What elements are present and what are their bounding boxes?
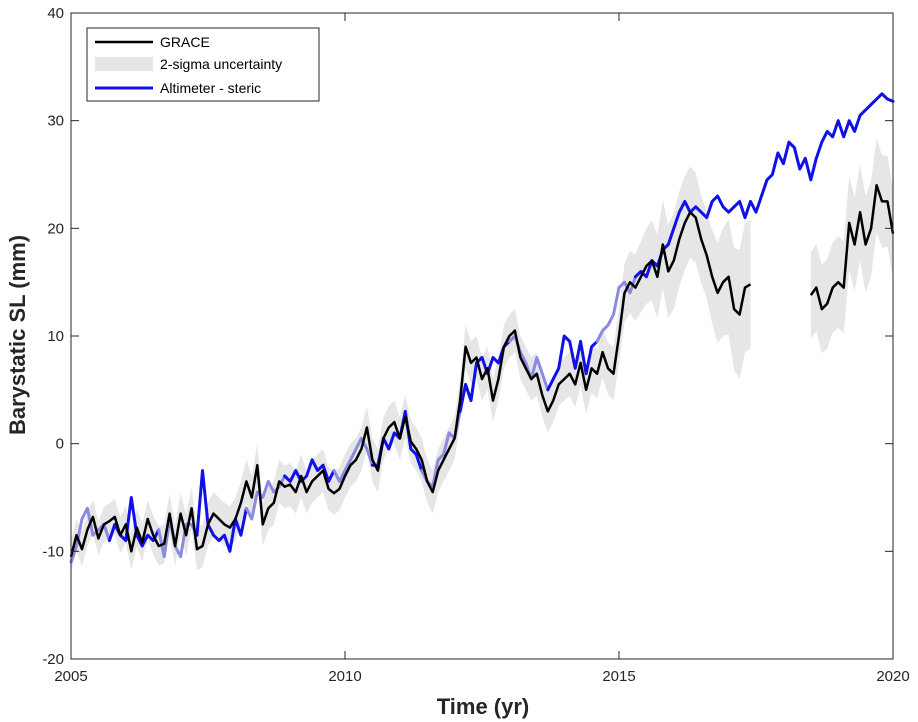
legend: GRACE 2-sigma uncertainty Altimeter - st…: [86, 27, 320, 102]
y-tick-label-30: 30: [47, 113, 64, 130]
altimeter-steric-line-7: [332, 436, 374, 483]
altimeter-steric-line-12: [546, 334, 599, 392]
legend-label-altimeter: Altimeter - steric: [160, 80, 261, 96]
altimeter-steric-line-4: [195, 469, 248, 553]
y-tick-label-0: 0: [56, 436, 64, 453]
grace-line-2: [809, 184, 895, 311]
altimeter-steric-line-3: [157, 517, 199, 559]
y-tick-label-20: 20: [47, 220, 64, 237]
grace-line-1: [69, 210, 752, 558]
y-tick-label-10: 10: [47, 328, 64, 345]
legend-swatch-uncertainty: [95, 57, 153, 71]
altimeter-steric-line-13: [595, 275, 637, 343]
tick-labels: 2005 2010 2015 2020 -20 -10 0 10 20 30 40: [42, 5, 909, 685]
altimeter-steric-line-14: [633, 92, 895, 279]
x-tick-label-2020: 2020: [876, 668, 909, 685]
y-tick-label--20: -20: [42, 651, 64, 668]
series-layer: [69, 92, 895, 564]
y-axis-title: Barystatic SL (mm): [5, 235, 30, 435]
x-tick-label-2015: 2015: [602, 668, 635, 685]
axes: [70, 12, 894, 660]
legend-label-grace: GRACE: [160, 34, 210, 50]
altimeter-steric-line-6: [283, 458, 336, 483]
y-tick-label--10: -10: [42, 543, 64, 560]
x-axis-title: Time (yr): [437, 694, 530, 719]
y-tick-label-40: 40: [47, 5, 64, 22]
legend-label-uncertainty: 2-sigma uncertainty: [160, 56, 282, 72]
x-tick-label-2010: 2010: [328, 668, 361, 685]
x-tick-label-2005: 2005: [54, 668, 87, 685]
uncertainty-band-2: [810, 138, 893, 354]
altimeter-steric-line-10: [458, 339, 511, 413]
